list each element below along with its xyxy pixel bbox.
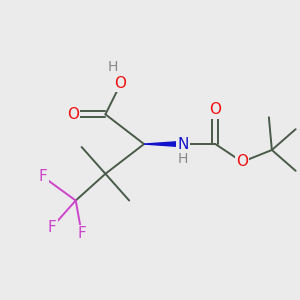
Text: F: F (39, 169, 47, 184)
Text: H: H (108, 60, 118, 74)
Text: O: O (209, 102, 221, 117)
Text: O: O (236, 154, 248, 169)
Polygon shape (144, 141, 183, 147)
Text: N: N (177, 136, 188, 152)
Text: O: O (114, 76, 126, 91)
Text: F: F (47, 220, 56, 235)
Text: H: H (178, 152, 188, 166)
Text: O: O (67, 107, 79, 122)
Text: F: F (77, 226, 86, 241)
